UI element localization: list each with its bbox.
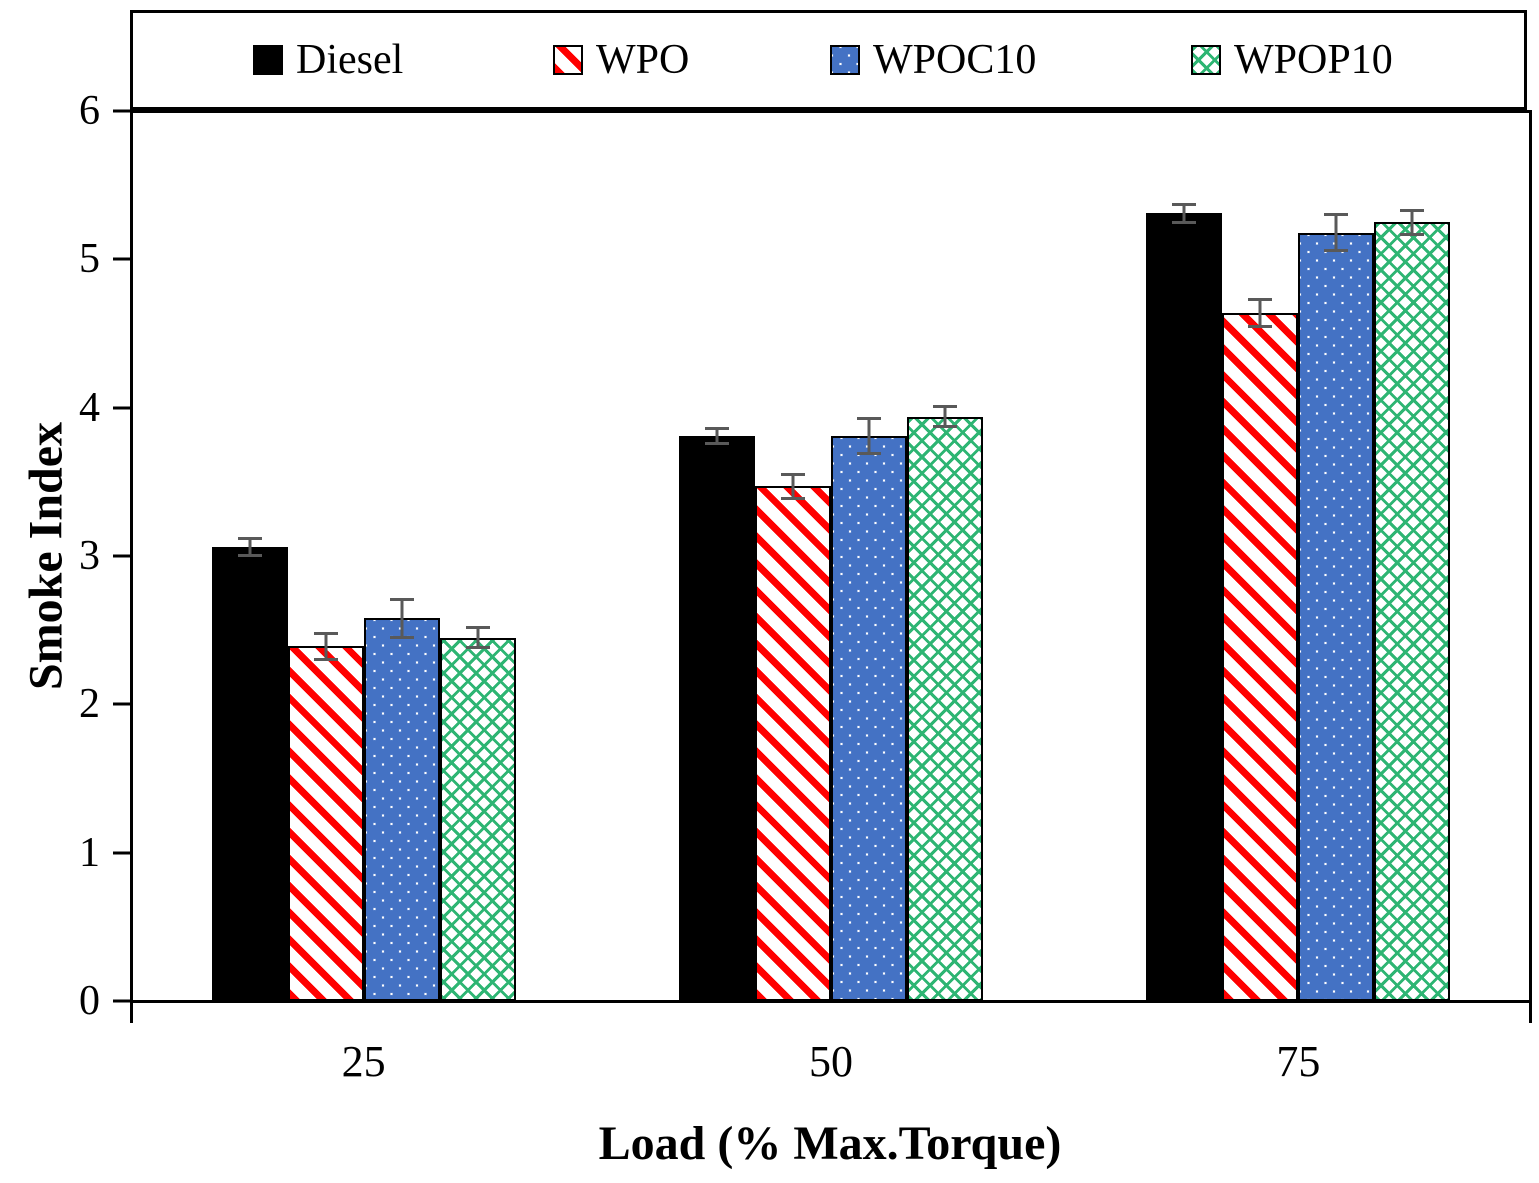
error-bar-line [943,404,947,429]
bar-wpo-75 [1222,312,1299,1001]
error-bar-wpo-50 [781,472,805,500]
y-tick-mark-1 [113,851,130,855]
legend-item-wpoc10: WPOC10 [830,39,1036,81]
y-tick-label-1: 1 [79,829,100,876]
legend-swatch-wpo-icon [553,45,583,75]
y-tick-label-0: 0 [79,978,100,1024]
y-tick-mark-6 [113,109,130,113]
bar-diesel-25 [211,547,288,1001]
bar-diesel-50 [679,435,755,1001]
error-bar-line [1334,213,1338,252]
bar-wpop10-75 [1374,222,1451,1001]
legend-item-wpo: WPO [553,39,689,81]
error-bar-cap [705,441,729,445]
x-tick-label-50: 50 [809,1037,853,1086]
x-axis-title: Load (% Max.Torque) [598,1117,1062,1170]
error-bar-wpo-75 [1248,297,1273,328]
error-bar-cap [1400,208,1425,212]
bar-wpoc10-75 [1298,232,1375,1001]
error-bar-wpop10-50 [933,404,957,429]
error-bar-cap [313,658,338,662]
error-bar-wpo-25 [313,631,338,662]
legend-label-wpop10: WPOP10 [1234,37,1393,83]
error-bar-cap [313,631,338,635]
y-tick-mark-4 [113,406,130,410]
bar-wpop10-25 [439,637,516,1001]
y-tick-mark-3 [113,554,130,558]
error-bar-cap [1248,297,1273,301]
error-bar-cap [1248,324,1273,328]
x-axis-right-tick [1529,1002,1532,1023]
bar-diesel-75 [1146,213,1223,1001]
bar-wpoc10-50 [831,435,907,1001]
bar-wpop10-50 [907,416,983,1001]
error-bar-cap [857,416,881,420]
legend-item-wpop10: WPOP10 [1191,39,1393,81]
error-bar-cap [857,452,881,456]
error-bar-line [715,426,719,445]
legend-label-wpo: WPO [596,37,690,83]
x-tick-label-75: 75 [1276,1037,1321,1086]
error-bar-wpop10-25 [465,625,490,650]
error-bar-cap [1400,232,1425,236]
y-tick-mark-5 [113,257,130,261]
error-bar-line [1182,202,1186,224]
error-bar-cap [933,425,957,429]
error-bar-cap [705,426,729,430]
error-bar-cap [933,404,957,408]
error-bar-cap [389,597,414,601]
error-bar-cap [237,536,262,540]
error-bar-line [867,416,871,456]
error-bar-cap [465,646,490,650]
error-bar-line [324,631,328,662]
x-axis-left-tick [130,1002,133,1023]
error-bar-diesel-75 [1172,202,1197,224]
y-tick-label-3: 3 [79,533,100,579]
error-bar-cap [1172,202,1197,206]
error-bar-wpoc10-25 [389,597,414,640]
y-tick-label-5: 5 [79,236,100,283]
error-bar-cap [1172,220,1197,224]
y-tick-label-6: 6 [79,88,100,135]
y-tick-label-4: 4 [79,384,100,431]
error-bar-line [1410,208,1414,236]
bar-wpo-25 [287,646,364,1001]
legend-label-diesel: Diesel [296,37,404,83]
error-bar-line [476,625,480,650]
error-bar-line [791,472,795,500]
error-bar-diesel-25 [237,536,262,558]
y-tick-mark-2 [113,702,130,706]
legend-swatch-wpop10-icon [1191,45,1221,75]
error-bar-cap [1324,213,1349,217]
error-bar-cap [237,554,262,558]
legend: Diesel WPO WPOC10 WPOP10 [130,10,1527,110]
legend-item-diesel: Diesel [253,39,403,81]
error-bar-line [248,536,252,558]
error-bar-diesel-50 [705,426,729,445]
error-bar-line [400,597,404,640]
error-bar-line [1258,297,1262,328]
x-tick-label-25: 25 [341,1037,386,1086]
y-tick-mark-0 [113,999,130,1003]
legend-label-wpoc10: WPOC10 [873,37,1037,83]
bar-wpoc10-25 [363,618,440,1001]
error-bar-cap [389,636,414,640]
legend-swatch-diesel-icon [253,45,283,75]
error-bar-wpoc10-75 [1324,213,1349,252]
error-bar-wpoc10-50 [857,416,881,456]
y-tick-label-2: 2 [79,681,100,728]
error-bar-cap [1324,248,1349,252]
bar-wpo-50 [755,486,831,1001]
error-bar-cap [781,496,805,500]
error-bar-cap [465,625,490,629]
error-bar-cap [781,472,805,476]
legend-swatch-wpoc10-icon [830,45,860,75]
error-bar-wpop10-75 [1400,208,1425,236]
